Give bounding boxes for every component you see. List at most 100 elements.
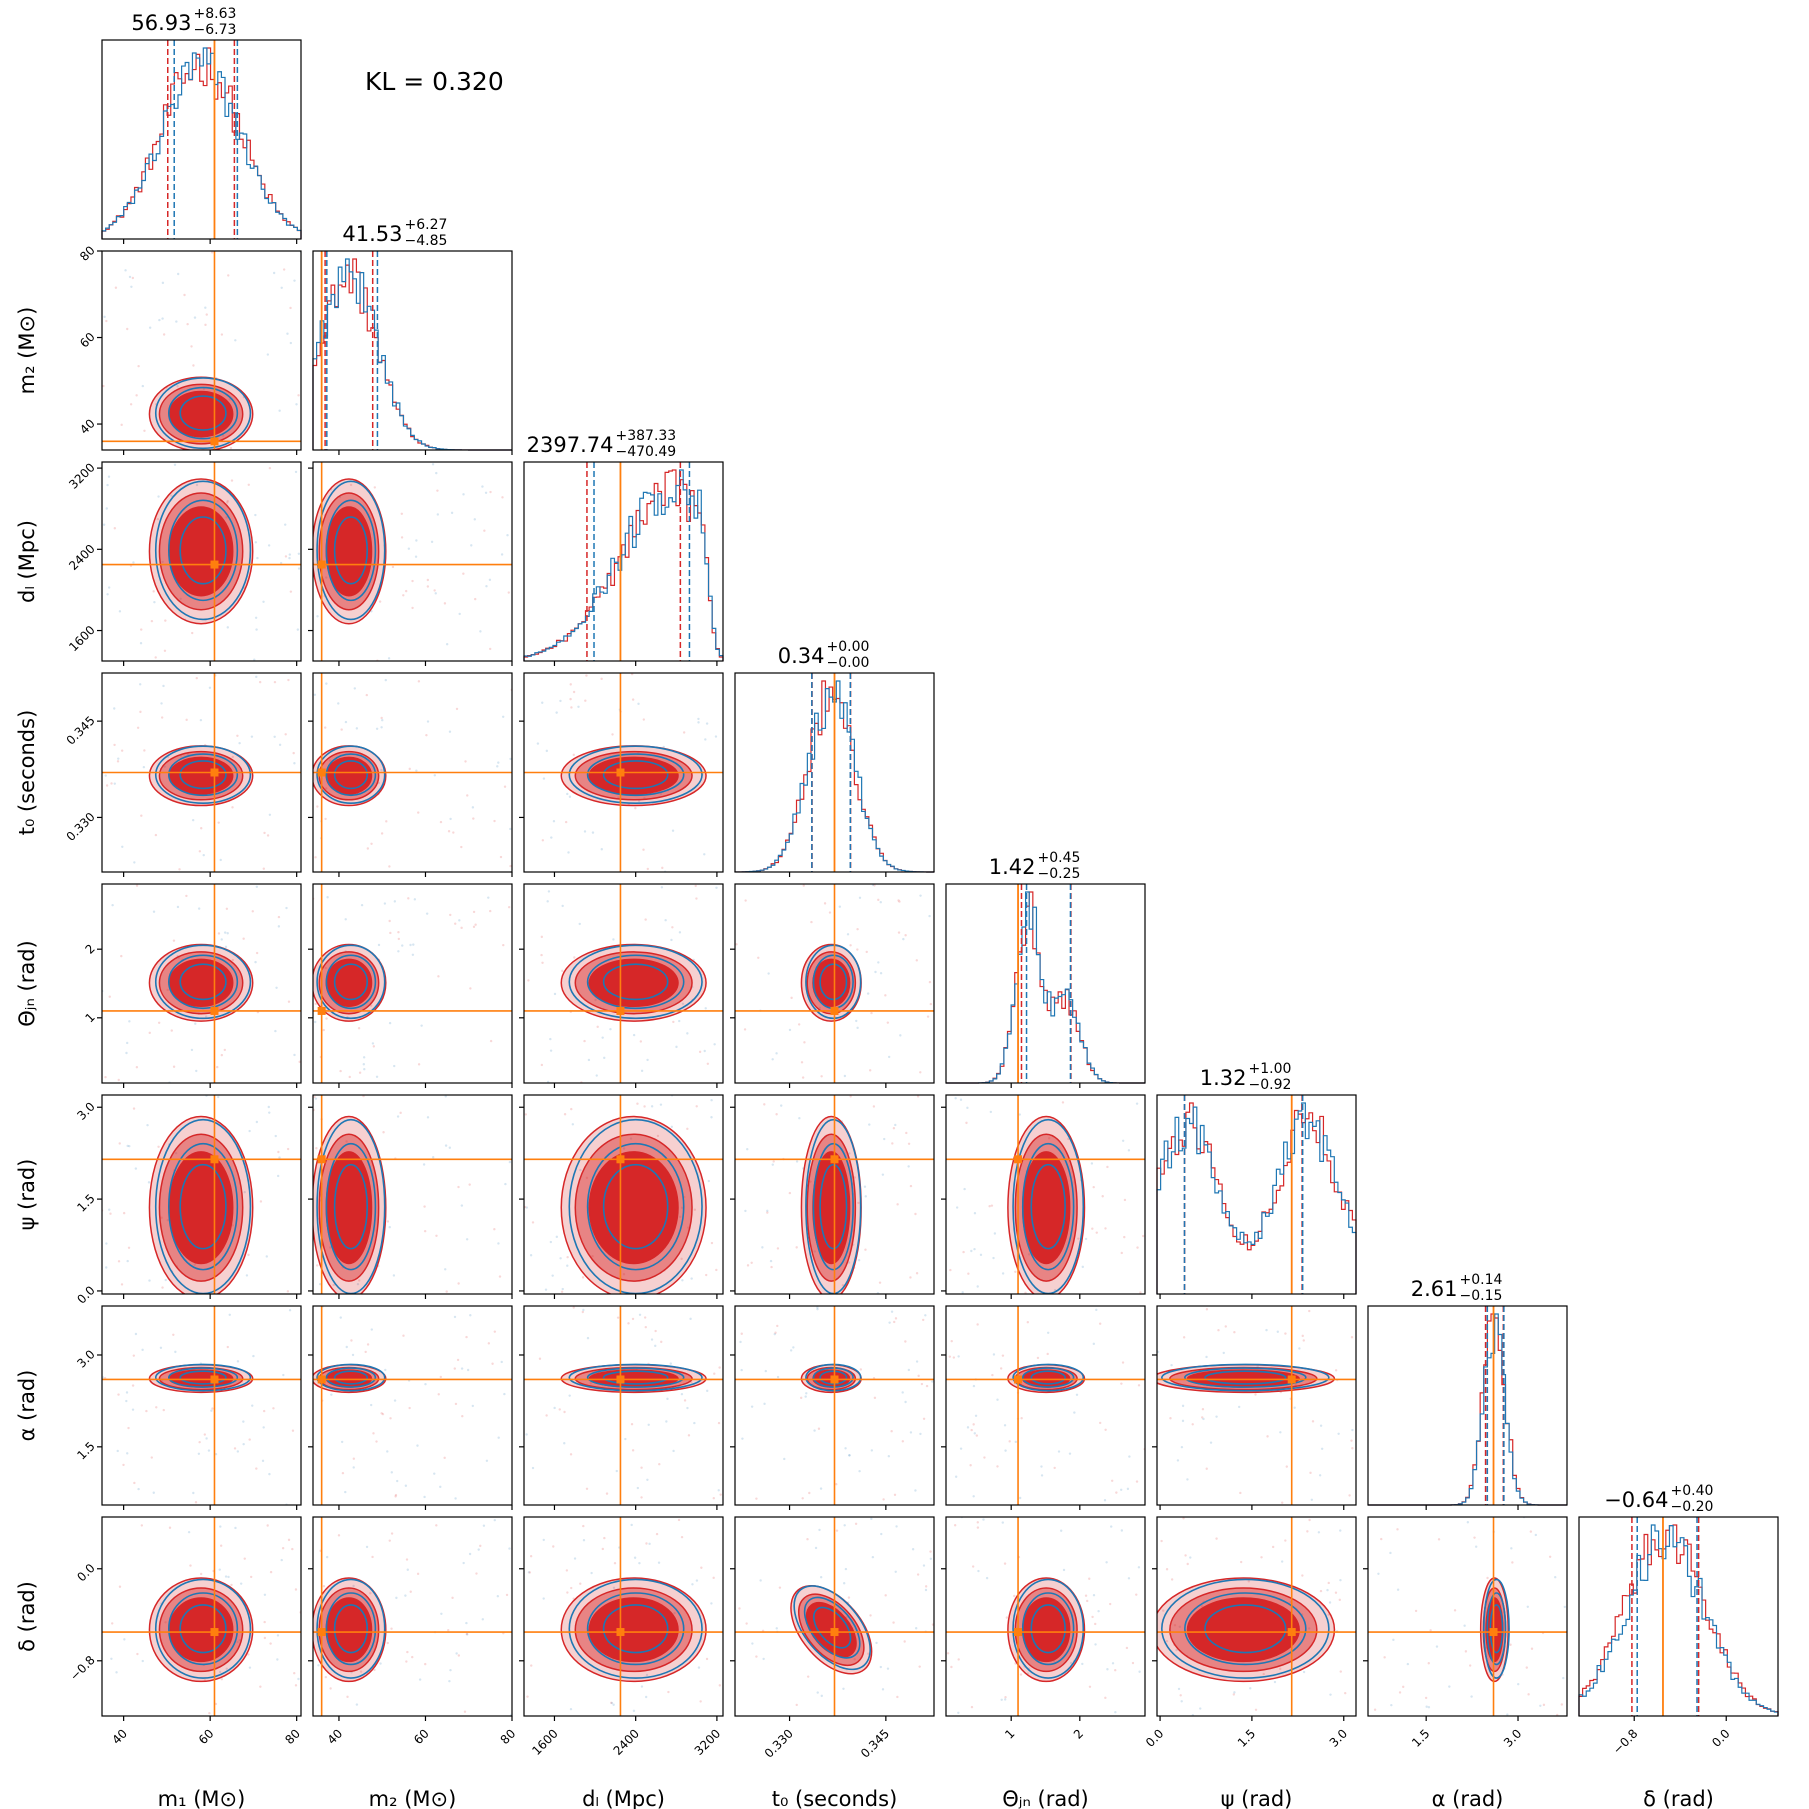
scatter-point (407, 547, 411, 550)
scatter-point (256, 556, 259, 560)
scatter-point (124, 269, 127, 272)
contour-series-b (333, 1163, 369, 1250)
scatter-point (139, 642, 143, 645)
scatter-point (797, 1023, 801, 1026)
density-plot (946, 1517, 1145, 1716)
scatter-point (1209, 1441, 1213, 1444)
scatter-point (136, 726, 140, 729)
scatter-point (387, 657, 391, 660)
marginal-panel-dL: 2397.74 +387.33−470.49 (523, 428, 724, 666)
marginal-upper-error: +0.00 (827, 639, 870, 655)
scatter-point (541, 961, 544, 965)
scatter-point (809, 1180, 812, 1183)
scatter-point (640, 1069, 644, 1073)
scatter-point (1095, 1231, 1098, 1234)
scatter-point (648, 1542, 651, 1546)
scatter-point (1084, 1594, 1088, 1597)
scatter-point (624, 1437, 627, 1441)
scatter-point (612, 938, 615, 941)
scatter-point (695, 1579, 699, 1582)
panel-frame (312, 1094, 513, 1295)
scatter-point (135, 884, 139, 887)
scatter-point (1232, 1693, 1236, 1696)
scatter-point (405, 1558, 409, 1561)
scatter-point (1284, 1539, 1287, 1542)
scatter-point (1053, 1466, 1056, 1470)
scatter-point (345, 1345, 348, 1349)
scatter-point (344, 918, 347, 921)
scatter-point (591, 831, 595, 834)
x-axis-label: t₀ (seconds) (772, 1787, 898, 1809)
truth-marker (210, 1375, 219, 1384)
density-plot (524, 673, 723, 872)
scatter-point (1127, 1149, 1131, 1152)
scatter-point (394, 1495, 397, 1498)
contour-series-b (568, 944, 703, 1020)
scatter-point (1350, 1336, 1354, 1339)
scatter-point (238, 741, 241, 745)
scatter-point (789, 1349, 793, 1352)
scatter-point (953, 1524, 957, 1527)
scatter-point (903, 1640, 906, 1643)
scatter-point (926, 1015, 930, 1018)
scatter-point (594, 998, 597, 1002)
panel-frame (945, 1516, 1146, 1717)
scatter-point (586, 1336, 590, 1340)
scatter-point (297, 1677, 300, 1681)
panel-frame (101, 250, 302, 451)
scatter-point (393, 1399, 397, 1402)
truth-marker (1287, 1375, 1296, 1384)
scatter-point (776, 1375, 780, 1379)
x-tick-label: 80 (498, 1726, 519, 1747)
scatter-point (141, 384, 145, 388)
scatter-point (245, 1274, 249, 1277)
scatter-point (157, 1021, 161, 1024)
scatter-point (880, 1532, 883, 1536)
scatter-point (904, 1340, 907, 1343)
scatter-point (160, 716, 164, 719)
scatter-point (1326, 1588, 1329, 1592)
scatter-point (485, 1459, 489, 1463)
scatter-point (881, 1688, 885, 1691)
scatter-point (1121, 1361, 1125, 1364)
scatter-point (218, 1670, 222, 1674)
scatter-point (963, 1187, 966, 1191)
marginal-panel-psi: 1.32 +1.00−0.92 (1156, 1061, 1357, 1299)
panel-frame (523, 672, 724, 873)
scatter-point (773, 1332, 776, 1336)
scatter-point (859, 1368, 863, 1371)
scatter-point (804, 1395, 807, 1398)
scatter-point (1265, 1328, 1268, 1332)
scatter-point (884, 1594, 887, 1597)
scatter-point (1135, 1102, 1139, 1105)
scatter-point (462, 1561, 465, 1565)
scatter-point (1062, 1568, 1066, 1572)
scatter-point (1135, 1480, 1139, 1483)
scatter-point (1109, 1602, 1112, 1606)
scatter-point (113, 743, 116, 747)
histogram-series-a (1156, 1102, 1357, 1294)
scatter-point (272, 271, 276, 275)
scatter-point (1180, 1445, 1184, 1449)
scatter-point (691, 1583, 694, 1586)
scatter-point (695, 897, 698, 900)
scatter-point (583, 1039, 586, 1043)
scatter-point (364, 1350, 367, 1354)
scatter-point (370, 1328, 373, 1331)
density-plot (1157, 1517, 1356, 1716)
contour-series-b (812, 1367, 854, 1388)
joint-panel-alpha-m2 (308, 1305, 513, 1510)
scatter-point (566, 1591, 569, 1594)
scatter-point (1377, 1572, 1380, 1575)
scatter-point (125, 1051, 128, 1055)
scatter-point (1181, 1419, 1185, 1423)
scatter-point (417, 811, 420, 814)
scatter-point (658, 1463, 661, 1466)
scatter-point (563, 1113, 567, 1116)
scatter-point (297, 567, 301, 570)
scatter-point (819, 1487, 823, 1490)
scatter-point (1334, 1369, 1338, 1372)
scatter-point (570, 1107, 573, 1111)
scatter-point (357, 1027, 361, 1030)
scatter-point (541, 701, 544, 704)
